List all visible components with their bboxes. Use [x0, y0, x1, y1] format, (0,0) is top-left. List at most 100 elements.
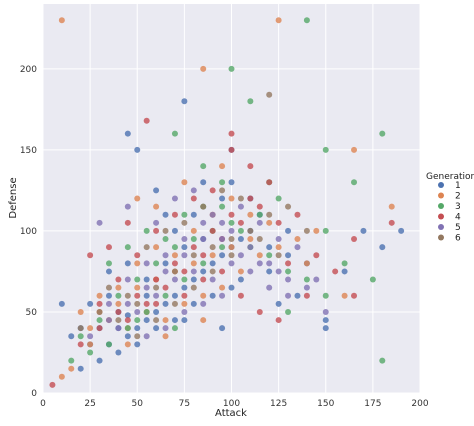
- data-point: [181, 284, 188, 291]
- data-point: [351, 236, 358, 243]
- data-point: [181, 252, 188, 259]
- data-point: [105, 268, 112, 275]
- data-points: [49, 17, 405, 388]
- data-point: [322, 292, 329, 299]
- data-point: [285, 260, 292, 267]
- x-tick-label: 75: [179, 399, 190, 409]
- data-point: [58, 373, 65, 380]
- data-point: [96, 325, 103, 332]
- data-point: [219, 292, 226, 299]
- data-point: [124, 292, 131, 299]
- data-point: [200, 179, 207, 186]
- x-tick-label: 200: [411, 399, 428, 409]
- data-point: [134, 308, 141, 315]
- data-point: [388, 203, 395, 210]
- data-point: [332, 268, 339, 275]
- data-point: [153, 260, 160, 267]
- data-point: [143, 333, 150, 340]
- legend-marker: [438, 234, 444, 241]
- data-point: [162, 260, 169, 267]
- data-point: [190, 227, 197, 234]
- data-point: [181, 219, 188, 226]
- data-point: [68, 333, 75, 340]
- y-tick-label: 0: [31, 389, 37, 399]
- data-point: [153, 308, 160, 315]
- data-point: [115, 300, 122, 307]
- data-point: [303, 17, 310, 24]
- data-point: [266, 284, 273, 291]
- data-point: [209, 268, 216, 275]
- data-point: [153, 219, 160, 226]
- data-point: [96, 219, 103, 226]
- data-point: [171, 325, 178, 332]
- data-point: [266, 219, 273, 226]
- data-point: [162, 325, 169, 332]
- legend-title: Generation: [426, 172, 474, 182]
- data-point: [124, 244, 131, 251]
- data-point: [219, 236, 226, 243]
- legend-marker: [438, 213, 444, 220]
- data-point: [190, 195, 197, 202]
- data-point: [190, 244, 197, 251]
- data-point: [247, 163, 254, 170]
- data-point: [105, 292, 112, 299]
- data-point: [313, 252, 320, 259]
- data-point: [181, 244, 188, 251]
- data-point: [134, 252, 141, 259]
- data-point: [190, 276, 197, 283]
- y-tick-label: 50: [26, 308, 38, 318]
- data-point: [171, 227, 178, 234]
- data-point: [200, 268, 207, 275]
- data-point: [209, 252, 216, 259]
- data-point: [190, 284, 197, 291]
- data-point: [275, 219, 282, 226]
- data-point: [115, 308, 122, 315]
- data-point: [285, 292, 292, 299]
- data-point: [58, 300, 65, 307]
- data-point: [153, 325, 160, 332]
- legend-entry-label: 1: [455, 181, 461, 191]
- data-point: [247, 211, 254, 218]
- legend-marker: [438, 203, 444, 209]
- data-point: [228, 130, 235, 137]
- data-point: [256, 260, 263, 267]
- data-point: [162, 236, 169, 243]
- legend-marker: [438, 182, 444, 188]
- data-point: [190, 187, 197, 194]
- data-point: [105, 244, 112, 251]
- data-point: [228, 252, 235, 259]
- data-point: [247, 244, 254, 251]
- data-point: [228, 195, 235, 202]
- data-point: [153, 187, 160, 194]
- data-point: [247, 195, 254, 202]
- data-point: [200, 292, 207, 299]
- data-point: [237, 219, 244, 226]
- data-point: [153, 276, 160, 283]
- data-point: [181, 179, 188, 186]
- data-point: [237, 195, 244, 202]
- data-point: [322, 325, 329, 332]
- data-point: [219, 325, 226, 332]
- data-point: [219, 268, 226, 275]
- data-point: [200, 260, 207, 267]
- data-point: [209, 211, 216, 218]
- data-point: [322, 317, 329, 324]
- data-point: [153, 244, 160, 251]
- data-point: [190, 252, 197, 259]
- data-point: [181, 268, 188, 275]
- data-point: [209, 227, 216, 234]
- data-point: [124, 203, 131, 210]
- x-tick-label: 50: [132, 399, 144, 409]
- data-point: [209, 292, 216, 299]
- data-point: [105, 284, 112, 291]
- data-point: [266, 252, 273, 259]
- data-point: [171, 317, 178, 324]
- data-point: [200, 317, 207, 324]
- data-point: [303, 284, 310, 291]
- data-point: [87, 325, 94, 332]
- data-point: [58, 17, 65, 24]
- data-point: [228, 236, 235, 243]
- data-point: [219, 163, 226, 170]
- data-point: [124, 300, 131, 307]
